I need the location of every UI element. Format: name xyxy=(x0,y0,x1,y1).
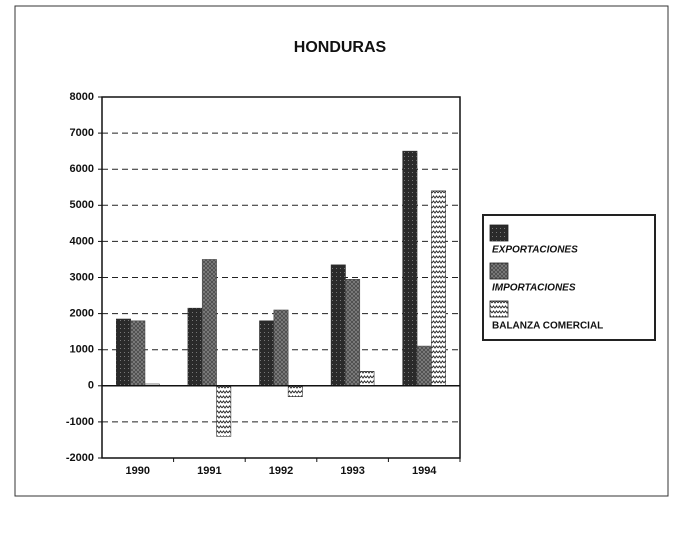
bar xyxy=(259,320,275,387)
y-tick-label: -2000 xyxy=(66,452,94,464)
bar xyxy=(416,345,432,387)
bar xyxy=(330,264,346,387)
bar xyxy=(287,385,303,397)
y-tick-label: 7000 xyxy=(70,127,94,139)
frame xyxy=(14,5,669,497)
y-tick-label: 0 xyxy=(88,380,94,392)
bar xyxy=(216,385,232,437)
legend-swatch xyxy=(489,262,509,280)
legend-label: BALANZA COMERCIAL xyxy=(492,321,603,332)
y-tick-label: 8000 xyxy=(70,91,94,103)
legend-label: EXPORTACIONES xyxy=(492,245,578,256)
x-tick-label: 1991 xyxy=(197,465,221,477)
legend-label: IMPORTACIONES xyxy=(492,283,576,294)
x-tick-label: 1990 xyxy=(126,465,150,477)
bar xyxy=(273,309,289,387)
y-tick-label: 6000 xyxy=(70,163,94,175)
y-tick-label: 4000 xyxy=(70,235,94,247)
bar xyxy=(187,307,203,387)
bar xyxy=(201,259,217,387)
bar xyxy=(431,190,446,387)
legend xyxy=(482,214,656,341)
y-tick-label: 1000 xyxy=(70,344,94,356)
bar xyxy=(402,150,418,387)
y-tick-label: -1000 xyxy=(66,416,94,428)
y-tick-label: 3000 xyxy=(70,271,94,283)
legend-swatch xyxy=(489,224,509,242)
bar xyxy=(359,371,375,387)
plot-frame xyxy=(101,96,461,459)
x-tick-label: 1994 xyxy=(412,465,437,477)
bar xyxy=(345,279,361,387)
y-tick-label: 2000 xyxy=(70,308,94,320)
chart-title: HONDURAS xyxy=(294,39,387,56)
legend-swatch xyxy=(489,300,509,318)
bar xyxy=(130,320,146,387)
x-tick-label: 1992 xyxy=(269,465,293,477)
y-tick-label: 5000 xyxy=(70,199,94,211)
x-tick-label: 1993 xyxy=(340,465,364,477)
bar xyxy=(116,318,131,387)
